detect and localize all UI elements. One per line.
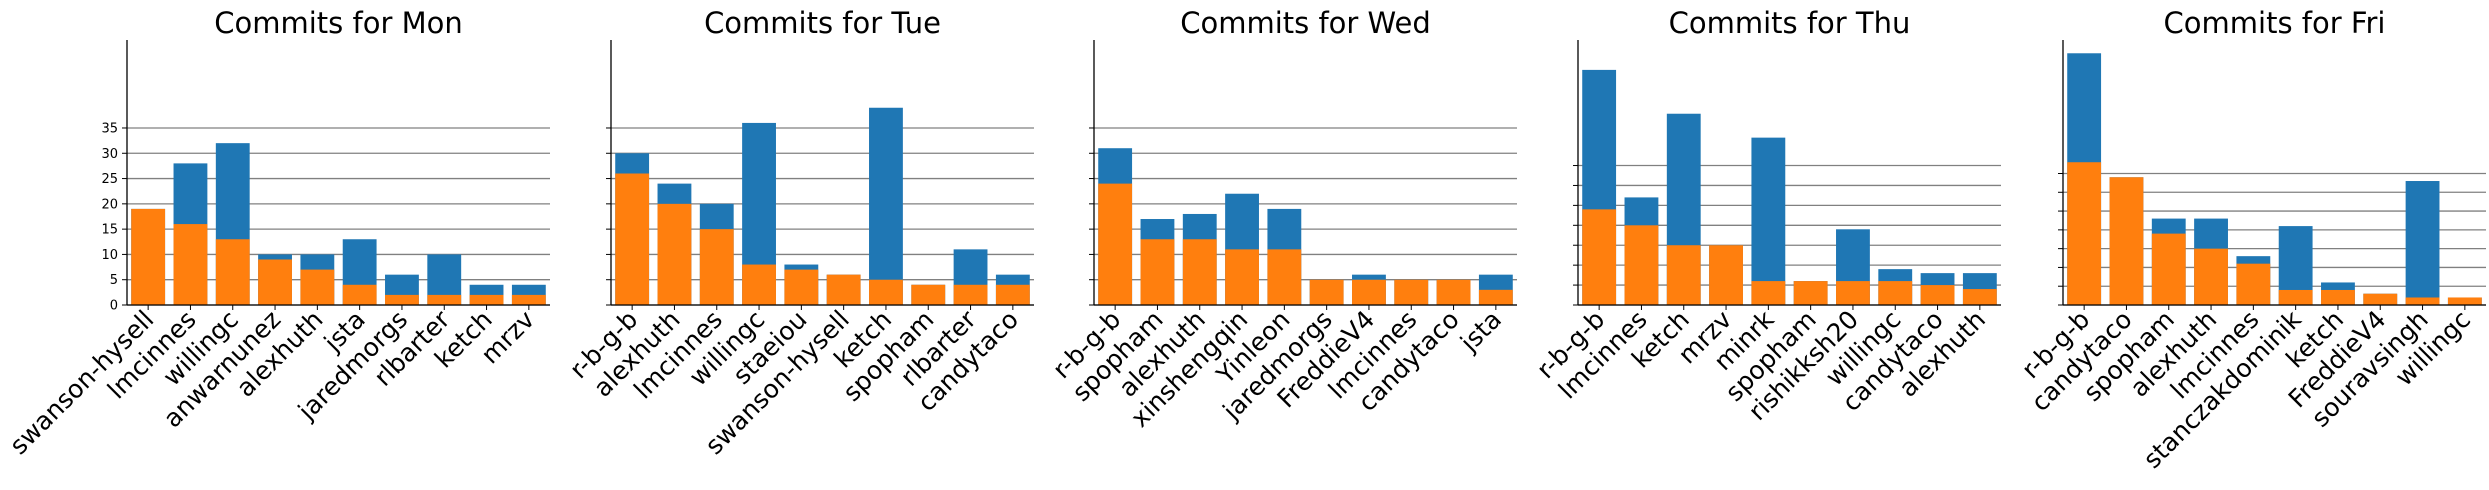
bar-part	[1267, 249, 1302, 305]
chart-panel-wed: Commits for Wed r-b-g-bspophamalexhuthxi…	[1047, 6, 1517, 433]
bar-part	[131, 208, 166, 305]
bar-part	[2236, 263, 2271, 305]
y-tick-label: 35	[101, 121, 118, 136]
bar-part	[2067, 162, 2102, 305]
bar-part	[2363, 293, 2398, 305]
chart-panel-tue: Commits for Tue r-b-g-balexhuthlmcinnesw…	[564, 6, 1034, 460]
chart-title: Commits for Thu	[1669, 6, 1911, 40]
bar-part	[2405, 297, 2440, 305]
chart-title: Commits for Mon	[214, 6, 462, 40]
y-tick-label: 30	[101, 147, 118, 162]
bar-part	[784, 269, 819, 305]
y-tick-label: 25	[101, 172, 118, 187]
bar-part	[657, 203, 692, 305]
chart-panel-fri: Commits for Fri r-b-g-bcandytacospophama…	[2016, 6, 2486, 474]
bar-part	[1582, 209, 1617, 305]
bar-part	[342, 284, 377, 305]
y-tick-label: 15	[101, 223, 118, 238]
bar-part	[1836, 281, 1870, 305]
chart-title: Commits for Fri	[2164, 6, 2386, 40]
bar-part	[1436, 279, 1471, 305]
bar-part	[1098, 183, 1133, 305]
bar-part	[2447, 297, 2482, 305]
bar-part	[953, 284, 988, 305]
bar-total	[2405, 181, 2440, 305]
chart-title: Commits for Wed	[1180, 6, 1431, 40]
bar-part	[995, 284, 1030, 305]
bar-part	[2321, 289, 2355, 305]
bar-part	[2151, 233, 2186, 305]
bar-part	[1878, 281, 1913, 305]
bar-part	[2109, 177, 2144, 305]
bar-part	[1920, 285, 1955, 305]
bar-part	[1140, 239, 1175, 305]
bar-part	[258, 259, 292, 305]
bar-part	[1309, 279, 1344, 305]
chart-panel-mon: Commits for Mon 05101520253035swanson-hy…	[4, 6, 550, 460]
bar-part	[385, 294, 419, 305]
bar-part	[469, 294, 504, 305]
y-tick-label: 10	[101, 248, 118, 263]
bar-part	[2194, 248, 2228, 305]
bar-part	[699, 229, 734, 305]
bar-part	[1182, 239, 1217, 305]
bar-part	[1709, 245, 1743, 305]
chart-title: Commits for Tue	[704, 6, 941, 40]
bar-part	[615, 173, 650, 305]
y-tick-label: 0	[110, 299, 118, 314]
bar-part	[1394, 279, 1429, 305]
bar-part	[1225, 249, 1259, 305]
bar-part	[511, 294, 546, 305]
bar-part	[1624, 225, 1659, 305]
chart-panel-thu: Commits for Thu r-b-g-blmcinnesketchmrzv…	[1531, 6, 2001, 426]
bar-part	[1666, 245, 1701, 305]
bar-part	[1352, 279, 1386, 305]
y-tick-label: 20	[101, 197, 118, 212]
bar-part	[2278, 289, 2313, 305]
bar-part	[869, 279, 903, 305]
bar-part	[911, 284, 946, 305]
bar-total	[1751, 137, 1786, 305]
bar-part	[1793, 281, 1828, 305]
bar-part	[215, 239, 250, 305]
bar-part	[742, 264, 776, 305]
bar-part	[1962, 289, 1997, 305]
x-tick-label: jsta	[1454, 305, 1507, 358]
bar-total	[869, 107, 903, 305]
bar-part	[173, 224, 208, 305]
bar-part	[1751, 281, 1786, 305]
bar-part	[826, 274, 861, 305]
bar-part	[1478, 289, 1513, 305]
bar-part	[427, 294, 462, 305]
bar-part	[300, 269, 335, 305]
y-tick-label: 5	[110, 273, 118, 288]
